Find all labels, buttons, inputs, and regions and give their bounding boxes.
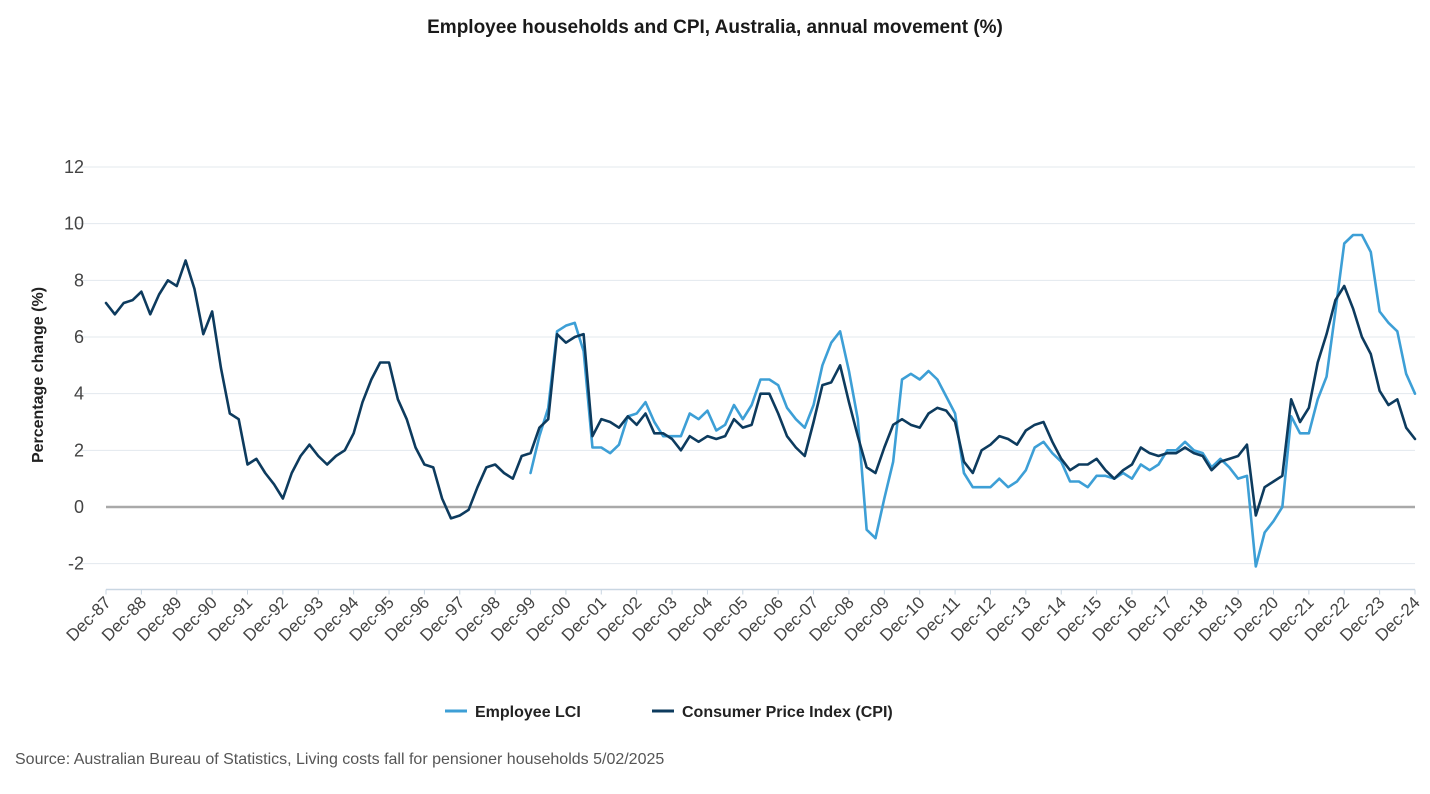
y-tick-label: 6: [74, 327, 84, 347]
legend-label: Consumer Price Index (CPI): [682, 704, 893, 721]
series-line-cpi: [104, 259, 1417, 520]
y-tick-label: 4: [74, 384, 84, 404]
y-axis-ticks: -2 0 2 4 6 8 10 12: [64, 157, 84, 574]
series-line-employee-lci: [529, 233, 1417, 568]
source-note: Source: Australian Bureau of Statistics,…: [15, 751, 665, 768]
legend: Employee LCI Consumer Price Index (CPI): [445, 704, 893, 721]
chart-title: Employee households and CPI, Australia, …: [427, 17, 1003, 38]
series-lines: [104, 233, 1417, 568]
x-axis-ticks: Dec-87Dec-88Dec-89Dec-90Dec-91Dec-92Dec-…: [63, 589, 1424, 645]
y-tick-label: 8: [74, 270, 84, 290]
y-tick-label: 10: [64, 214, 84, 234]
y-tick-label: 0: [74, 497, 84, 517]
y-tick-label: 2: [74, 440, 84, 460]
y-tick-label: 12: [64, 157, 84, 177]
y-tick-label: -2: [68, 554, 84, 574]
y-axis-label: Percentage change (%): [30, 287, 47, 463]
gridlines: [76, 166, 1415, 565]
legend-label: Employee LCI: [475, 704, 581, 721]
